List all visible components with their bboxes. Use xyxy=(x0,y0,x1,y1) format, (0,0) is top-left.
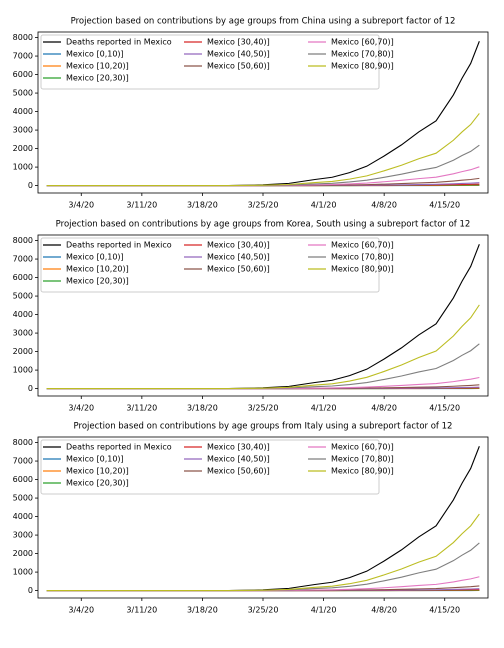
chart-title: Projection based on contributions by age… xyxy=(74,422,453,432)
legend-box xyxy=(40,439,380,495)
x-tick-label: 3/18/20 xyxy=(187,404,218,413)
legend-label: Mexico [50,60)] xyxy=(207,265,270,274)
legend-label: Mexico [70,80)] xyxy=(331,50,394,59)
y-tick-label: 0 xyxy=(28,181,33,190)
x-tick-label: 3/4/20 xyxy=(68,404,94,413)
x-tick-label: 3/11/20 xyxy=(126,201,157,210)
y-tick-label: 8000 xyxy=(13,236,33,245)
y-tick-label: 0 xyxy=(28,384,33,393)
legend-label: Mexico [0,10)] xyxy=(66,455,124,464)
y-tick-label: 6000 xyxy=(13,475,33,484)
y-tick-label: 4000 xyxy=(13,107,33,116)
legend-label: Mexico [70,80)] xyxy=(331,253,394,262)
x-tick-label: 3/11/20 xyxy=(126,606,157,615)
x-tick-label: 4/1/20 xyxy=(311,201,337,210)
x-tick-label: 4/15/20 xyxy=(429,606,460,615)
legend-label: Mexico [60,70)] xyxy=(331,38,394,47)
series-line xyxy=(46,513,480,592)
y-tick-label: 5000 xyxy=(13,494,33,503)
chart-title: Projection based on contributions by age… xyxy=(71,17,456,27)
legend-label: Mexico [0,10)] xyxy=(66,253,124,262)
legend-label: Mexico [10,20)] xyxy=(66,62,129,71)
legend-label: Deaths reported in Mexico xyxy=(66,241,172,250)
legend-label: Mexico [50,60)] xyxy=(207,467,270,476)
legend-label: Mexico [30,40)] xyxy=(207,241,270,250)
y-tick-label: 0 xyxy=(28,586,33,595)
legend-label: Mexico [80,90)] xyxy=(331,265,394,274)
y-tick-label: 5000 xyxy=(13,89,33,98)
legend-label: Mexico [80,90)] xyxy=(331,467,394,476)
legend-label: Mexico [10,20)] xyxy=(66,467,129,476)
legend-label: Mexico [50,60)] xyxy=(207,62,270,71)
y-tick-label: 3000 xyxy=(13,531,33,540)
legend-label: Deaths reported in Mexico xyxy=(66,443,172,452)
x-tick-label: 3/18/20 xyxy=(187,606,218,615)
legend-label: Mexico [20,30)] xyxy=(66,277,129,286)
y-tick-label: 8000 xyxy=(13,33,33,42)
x-tick-label: 4/15/20 xyxy=(429,201,460,210)
x-tick-label: 3/25/20 xyxy=(248,201,279,210)
y-tick-label: 2000 xyxy=(13,347,33,356)
legend-label: Mexico [20,30)] xyxy=(66,74,129,83)
x-tick-label: 3/25/20 xyxy=(248,404,279,413)
x-tick-label: 3/25/20 xyxy=(248,606,279,615)
x-tick-label: 4/8/20 xyxy=(371,201,397,210)
x-tick-label: 4/1/20 xyxy=(311,404,337,413)
x-tick-label: 4/15/20 xyxy=(429,404,460,413)
legend-label: Mexico [30,40)] xyxy=(207,443,270,452)
legend-label: Mexico [40,50)] xyxy=(207,253,270,262)
x-tick-label: 3/18/20 xyxy=(187,201,218,210)
x-tick-label: 4/8/20 xyxy=(371,404,397,413)
y-tick-label: 7000 xyxy=(13,255,33,264)
legend-box xyxy=(40,237,380,293)
y-tick-label: 8000 xyxy=(13,438,33,447)
y-tick-label: 4000 xyxy=(13,512,33,521)
legend-box xyxy=(40,34,380,90)
x-tick-label: 4/1/20 xyxy=(311,606,337,615)
legend-label: Mexico [70,80)] xyxy=(331,455,394,464)
series-line xyxy=(46,113,480,187)
legend-label: Deaths reported in Mexico xyxy=(66,38,172,47)
y-tick-label: 1000 xyxy=(13,366,33,375)
x-tick-label: 3/4/20 xyxy=(68,201,94,210)
legend-label: Mexico [0,10)] xyxy=(66,50,124,59)
series-line xyxy=(46,542,480,592)
x-tick-label: 3/11/20 xyxy=(126,404,157,413)
x-tick-label: 4/8/20 xyxy=(371,606,397,615)
legend-label: Mexico [30,40)] xyxy=(207,38,270,47)
y-tick-label: 3000 xyxy=(13,126,33,135)
y-tick-label: 2000 xyxy=(13,549,33,558)
y-tick-label: 6000 xyxy=(13,70,33,79)
y-tick-label: 1000 xyxy=(13,568,33,577)
y-tick-label: 4000 xyxy=(13,310,33,319)
y-tick-label: 5000 xyxy=(13,292,33,301)
y-tick-label: 6000 xyxy=(13,273,33,282)
series-line xyxy=(46,343,480,390)
series-line xyxy=(46,304,480,390)
y-tick-label: 7000 xyxy=(13,457,33,466)
y-tick-label: 3000 xyxy=(13,329,33,338)
legend-label: Mexico [40,50)] xyxy=(207,455,270,464)
y-tick-label: 1000 xyxy=(13,163,33,172)
y-tick-label: 7000 xyxy=(13,52,33,61)
legend-label: Mexico [60,70)] xyxy=(331,241,394,250)
x-tick-label: 3/4/20 xyxy=(68,606,94,615)
legend-label: Mexico [10,20)] xyxy=(66,265,129,274)
legend-label: Mexico [80,90)] xyxy=(331,62,394,71)
legend-label: Mexico [60,70)] xyxy=(331,443,394,452)
legend-label: Mexico [40,50)] xyxy=(207,50,270,59)
legend-label: Mexico [20,30)] xyxy=(66,479,129,488)
chart-title: Projection based on contributions by age… xyxy=(56,220,471,230)
y-tick-label: 2000 xyxy=(13,144,33,153)
